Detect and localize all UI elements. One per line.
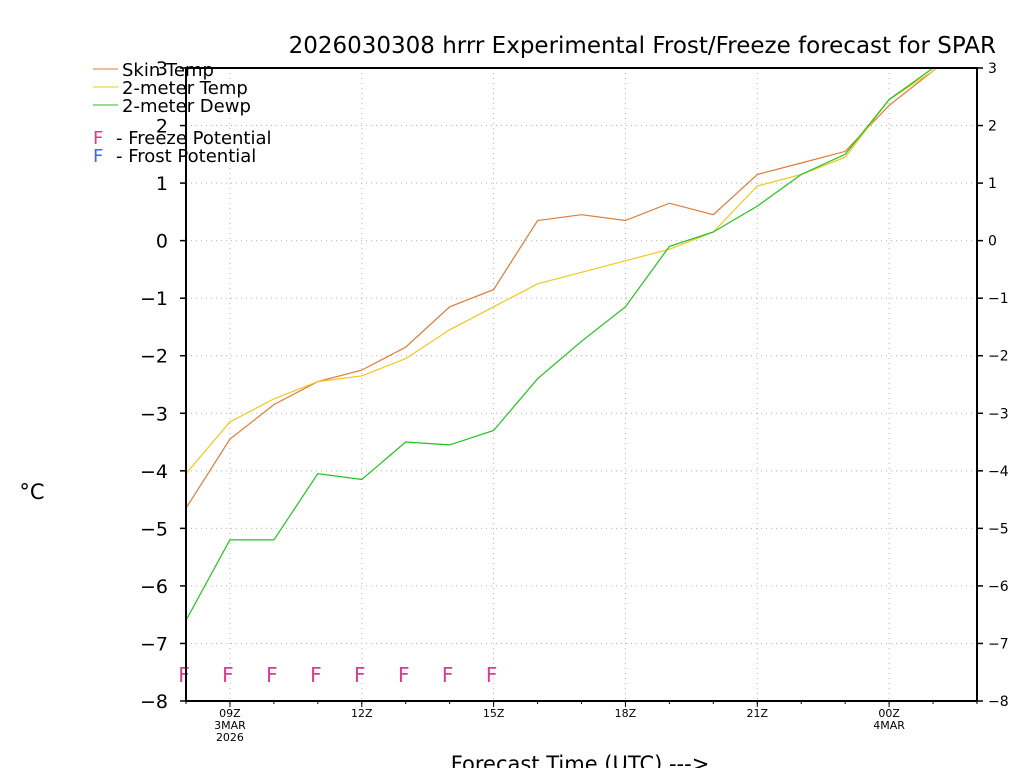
y-axis-label: °C bbox=[19, 480, 44, 504]
legend-frost-text: - Frost Potential bbox=[116, 146, 256, 167]
y-tick-label-left: −8 bbox=[140, 691, 168, 713]
legend-label-skin: Skin Temp bbox=[122, 60, 214, 81]
y-tick-label-left: −5 bbox=[140, 518, 168, 540]
y-tick-label-left: −3 bbox=[140, 403, 168, 425]
y-tick-label-right: −7 bbox=[988, 636, 1009, 652]
grid-lines bbox=[186, 68, 977, 701]
freeze-marker: F bbox=[354, 663, 366, 687]
y-tick-label-left: −6 bbox=[140, 576, 168, 598]
legend-label-temp: 2-meter Temp bbox=[122, 78, 248, 99]
x-tick-label: 12Z bbox=[351, 707, 373, 720]
freeze-marker: F bbox=[398, 663, 410, 687]
x-tick-label: 09Z bbox=[219, 707, 241, 720]
y-tick-label-left: 0 bbox=[156, 231, 168, 253]
freeze-marker: F bbox=[486, 663, 498, 687]
y-tick-label-right: −4 bbox=[988, 464, 1009, 480]
legend-freeze-letter: F bbox=[93, 128, 103, 149]
y-tick-label-left: 1 bbox=[156, 173, 168, 195]
x-axis-label: Forecast Time (UTC) ---> bbox=[451, 752, 710, 768]
freeze-marker: F bbox=[178, 663, 190, 687]
chart-title: 2026030308 hrrr Experimental Frost/Freez… bbox=[289, 33, 996, 59]
y-tick-label-right: −1 bbox=[988, 291, 1009, 307]
y-tick-label-left: 3 bbox=[156, 58, 168, 80]
freeze-marker: F bbox=[266, 663, 278, 687]
x-tick-label: 2026 bbox=[216, 731, 244, 744]
axes: −8 −8 −7 −7 −6 −6 −5 −5 −4 −4 −3 −3 −2 −2 −1 −1 0 0 1 1 2 2 3 3… bbox=[140, 58, 1009, 744]
y-tick-label-left: 2 bbox=[156, 116, 168, 138]
y-tick-label-left: −4 bbox=[140, 461, 168, 483]
plot-frame bbox=[185, 67, 978, 702]
y-tick-label-right: 1 bbox=[988, 176, 997, 192]
x-tick-label: 4MAR bbox=[873, 719, 905, 732]
y-tick-label-left: −2 bbox=[140, 346, 168, 368]
series-line-temp bbox=[186, 68, 939, 475]
y-tick-label-right: −8 bbox=[988, 694, 1009, 710]
freeze-marker: F bbox=[222, 663, 234, 687]
y-tick-label-left: −7 bbox=[140, 633, 168, 655]
x-tick-label: 18Z bbox=[615, 707, 637, 720]
series-line-dewp bbox=[186, 68, 935, 621]
freeze-marker: F bbox=[442, 663, 454, 687]
y-tick-label-right: −6 bbox=[988, 579, 1009, 595]
series-line-skin bbox=[186, 68, 939, 509]
y-tick-label-left: −1 bbox=[140, 288, 168, 310]
y-tick-label-right: 3 bbox=[988, 61, 997, 77]
y-tick-label-right: 0 bbox=[988, 234, 997, 250]
x-tick-label: 15Z bbox=[483, 707, 505, 720]
legend: Skin Temp 2-meter Temp 2-meter Dewp F - … bbox=[93, 60, 272, 167]
y-tick-label-right: −2 bbox=[988, 349, 1009, 365]
legend-frost-letter: F bbox=[93, 146, 103, 167]
x-tick-label: 3MAR bbox=[214, 719, 246, 732]
y-tick-label-right: −3 bbox=[988, 406, 1009, 422]
legend-freeze-text: - Freeze Potential bbox=[116, 128, 272, 149]
legend-label-dewp: 2-meter Dewp bbox=[122, 96, 251, 117]
y-tick-label-right: 2 bbox=[988, 119, 997, 135]
x-tick-label: 21Z bbox=[747, 707, 769, 720]
x-tick-label: 00Z bbox=[878, 707, 900, 720]
freeze-marker: F bbox=[310, 663, 322, 687]
series-lines bbox=[186, 68, 939, 621]
y-tick-label-right: −5 bbox=[988, 521, 1009, 537]
